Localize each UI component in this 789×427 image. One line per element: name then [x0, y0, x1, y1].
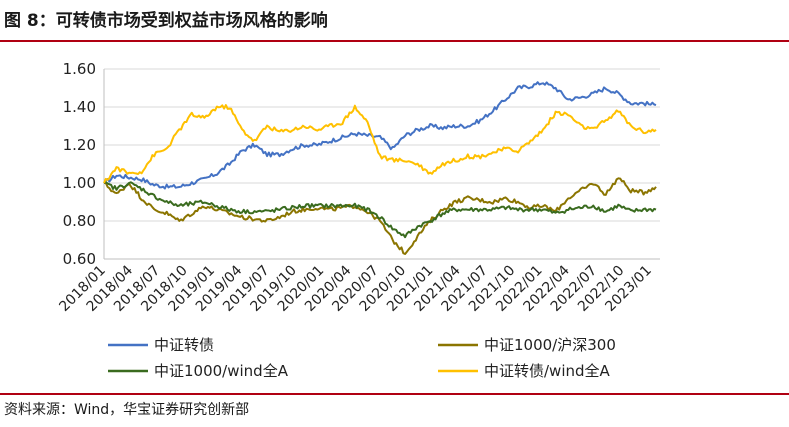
y-tick-label: 0.60	[63, 250, 96, 268]
legend: 中证转债 中证1000/沪深300 中证1000/wind全A 中证转债/wind全A	[108, 336, 616, 380]
legend-label: 中证1000/沪深300	[484, 336, 616, 354]
source-note: 资料来源：Wind，华宝证券研究创新部	[4, 402, 250, 418]
series-line	[103, 81, 657, 190]
series-layer	[103, 81, 657, 255]
y-axis: 1.60 1.40 1.20 1.00 0.80 0.60	[63, 60, 105, 268]
legend-label: 中证转债/wind全A	[484, 362, 611, 380]
y-tick-label: 1.20	[63, 136, 96, 154]
legend-label: 中证转债	[154, 336, 214, 354]
grid-layer	[104, 68, 660, 222]
x-axis: 2018/012018/042018/072018/102019/012019/…	[56, 258, 660, 315]
y-tick-label: 0.80	[63, 212, 96, 230]
series-line	[103, 181, 657, 239]
title-divider	[0, 40, 789, 42]
y-tick-label: 1.60	[63, 60, 96, 78]
series-line	[103, 104, 657, 184]
y-tick-label: 1.00	[63, 174, 96, 192]
y-tick-label: 1.40	[63, 98, 96, 116]
figure-title: 图 8：可转债市场受到权益市场风格的影响	[4, 11, 328, 31]
line-chart: 1.60 1.40 1.20 1.00 0.80 0.60 2018/012018/042…	[56, 60, 660, 380]
source-divider	[0, 393, 789, 395]
series-line	[103, 177, 657, 255]
legend-label: 中证1000/wind全A	[154, 362, 289, 380]
